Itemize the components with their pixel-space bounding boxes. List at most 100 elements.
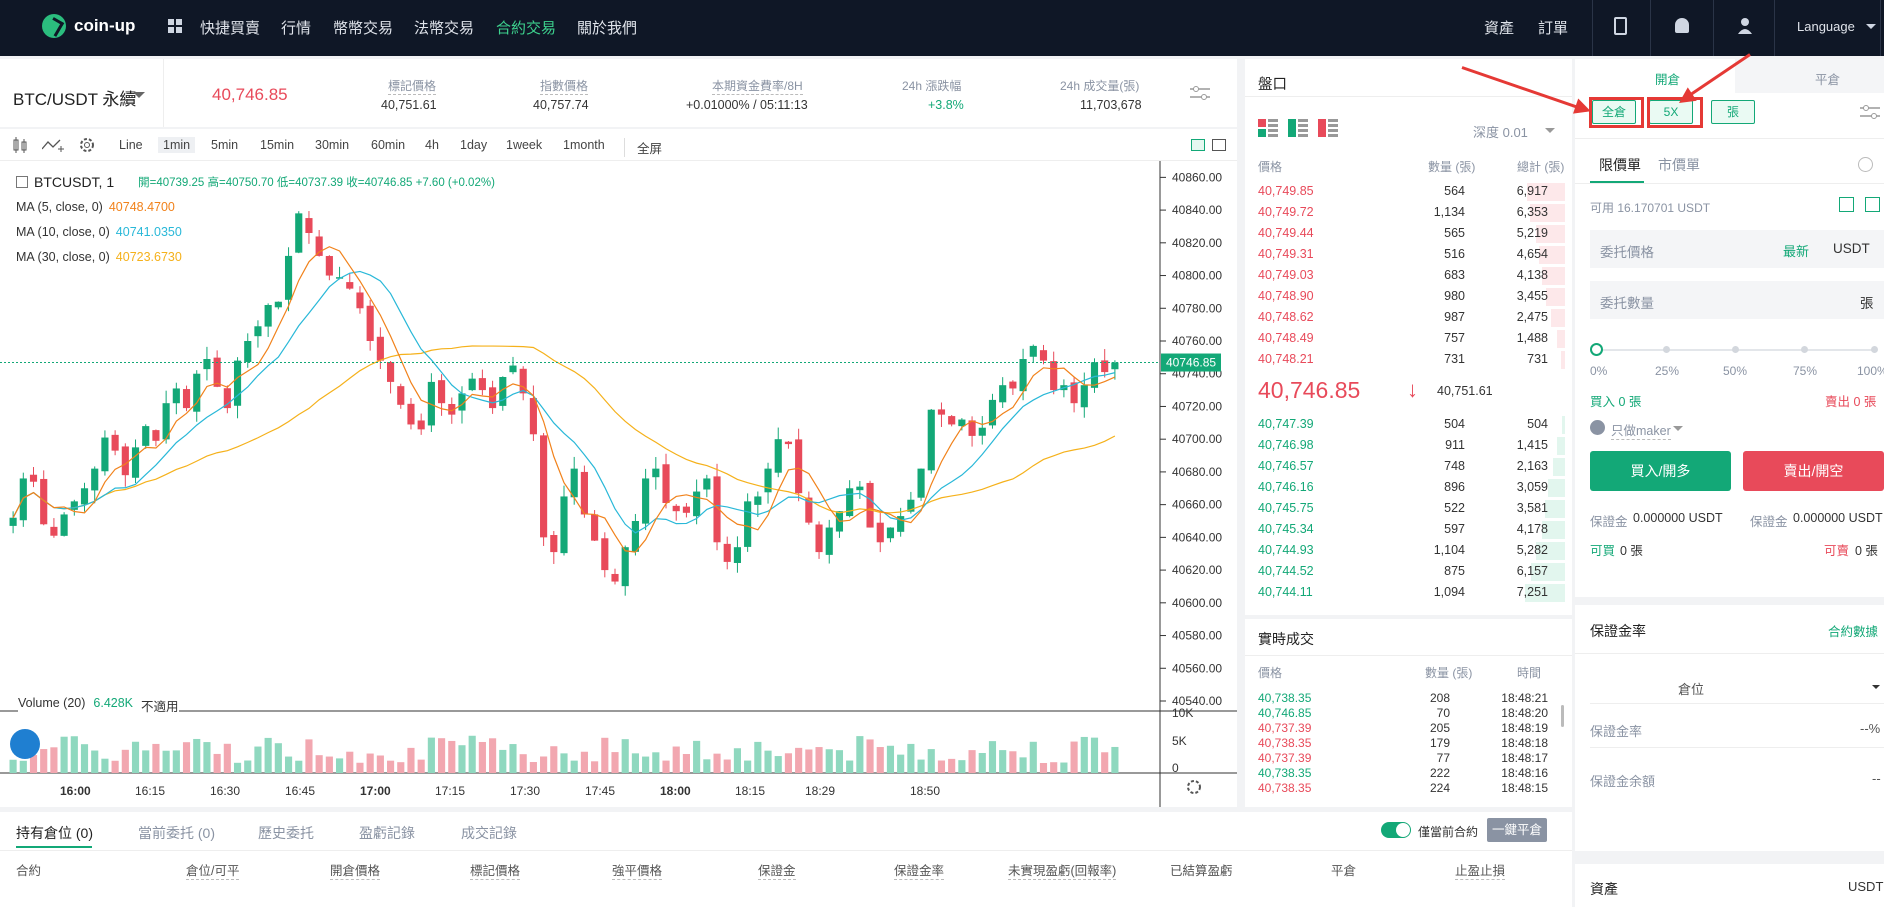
brand-logo[interactable]: coin-up (42, 14, 135, 38)
settings-sliders-icon[interactable] (1190, 85, 1210, 101)
position-select[interactable]: 倉位 (1678, 682, 1705, 697)
pair-selector[interactable]: BTC/USDT 永續 (13, 90, 137, 109)
depth-select[interactable]: 深度 0.01 (1473, 125, 1528, 140)
book-both-icon[interactable] (1258, 119, 1278, 137)
nav-fiat[interactable]: 法幣交易 (414, 20, 475, 37)
user-icon[interactable] (1737, 17, 1753, 35)
settings-sliders-icon[interactable] (1860, 104, 1880, 120)
scrollbar[interactable] (1561, 705, 1564, 727)
info-icon[interactable] (1858, 157, 1873, 172)
bid-row[interactable]: 40,746.98 911 1,415 (1245, 435, 1565, 456)
bid-row[interactable]: 40,747.39 504 504 (1245, 414, 1565, 435)
bid-row[interactable]: 40,746.57 748 2,163 (1245, 456, 1565, 477)
bid-row[interactable]: 40,745.34 597 4,178 (1245, 519, 1565, 540)
total: 3,059 (1516, 480, 1548, 494)
gear-icon[interactable] (78, 136, 96, 154)
bell-icon[interactable] (1675, 18, 1689, 33)
interval-1day[interactable]: 1day (460, 138, 488, 152)
tradingview-logo-icon[interactable] (10, 729, 40, 759)
buy-long-button[interactable]: 買入/開多 (1590, 451, 1731, 491)
total: 504 (1527, 417, 1548, 431)
nav-orders[interactable]: 訂單 (1538, 20, 1569, 37)
depth-mode-icon[interactable] (1212, 139, 1226, 151)
ask-row[interactable]: 40,748.90 980 3,455 (1245, 286, 1565, 307)
tab-close[interactable] (1735, 59, 1884, 93)
nav-quick-buy[interactable]: 快捷買賣 (200, 20, 261, 37)
bid-row[interactable]: 40,744.11 1,094 7,251 (1245, 582, 1565, 603)
transfer-icon[interactable] (1839, 197, 1854, 212)
ask-row[interactable]: 40,749.03 683 4,138 (1245, 265, 1565, 286)
price-chart[interactable]: 40860.00 40840.00 40820.00 40800.00 40780.00… (0, 161, 1237, 807)
tab-open[interactable] (1575, 59, 1735, 93)
nav-contract[interactable]: 合約交易 (496, 20, 557, 37)
fullscreen-button[interactable]: 全屏 (624, 138, 662, 157)
bid-row[interactable]: 40,746.16 896 3,059 (1245, 477, 1565, 498)
quantity-input[interactable]: 委托數量 張 (1590, 281, 1884, 319)
unit-button[interactable]: 張 (1711, 100, 1755, 124)
book-asks-icon[interactable] (1318, 119, 1338, 137)
ask-row[interactable]: 40,749.31 516 4,654 (1245, 244, 1565, 265)
candle-body (560, 496, 568, 554)
interval-1month[interactable]: 1month (563, 138, 605, 152)
bid-row[interactable]: 40,744.52 875 6,157 (1245, 561, 1565, 582)
chart-mode-icon[interactable] (1191, 139, 1205, 151)
only-current-label: 僅當前合約 (1418, 825, 1479, 839)
gear-icon[interactable] (1187, 780, 1201, 794)
latest-price-link[interactable]: 最新 (1783, 244, 1810, 259)
interval-5min[interactable]: 5min (211, 138, 239, 152)
interval-15min[interactable]: 15min (260, 138, 295, 152)
margin-mode-button[interactable]: 全倉 (1592, 100, 1636, 124)
quantity: 683 (1444, 268, 1465, 282)
candle-body (244, 341, 252, 363)
interval-1week[interactable]: 1week (506, 138, 543, 152)
tab-limit-order[interactable]: 限價單 (1599, 157, 1641, 173)
close-all-button[interactable]: 一鍵平倉 (1487, 818, 1547, 842)
book-bids-icon[interactable] (1288, 119, 1308, 137)
maker-only-toggle[interactable]: 只做maker (1611, 420, 1671, 440)
slider-handle[interactable] (1590, 343, 1603, 356)
ask-row[interactable]: 40,748.49 757 1,488 (1245, 328, 1565, 349)
interval-4h[interactable]: 4h (425, 138, 439, 152)
price: 40,749.31 (1258, 247, 1314, 261)
bid-row[interactable]: 40,745.75 522 3,581 (1245, 498, 1565, 519)
apps-grid-icon[interactable] (168, 19, 182, 33)
ask-row[interactable]: 40,749.85 564 6,917 (1245, 181, 1565, 202)
contract-data-link[interactable]: 合約數據 (1828, 625, 1879, 639)
nav-spot[interactable]: 幣幣交易 (333, 20, 394, 37)
calculator-icon[interactable] (1865, 197, 1880, 212)
bid-row[interactable]: 40,744.93 1,104 5,282 (1245, 540, 1565, 561)
candle-body (325, 256, 333, 276)
sell-short-button[interactable]: 賣出/開空 (1743, 451, 1884, 491)
candle-body (376, 336, 384, 361)
interval-30min[interactable]: 30min (315, 138, 350, 152)
collapse-icon[interactable] (16, 176, 28, 188)
ask-row[interactable]: 40,748.62 987 2,475 (1245, 307, 1565, 328)
positions-tab[interactable]: 當前委托 (0) (138, 825, 215, 841)
download-icon[interactable] (1614, 17, 1627, 35)
nav-about[interactable]: 關於我們 (577, 20, 638, 37)
indicator-icon[interactable] (41, 137, 64, 153)
check-icon[interactable] (1590, 420, 1605, 435)
interval-60min[interactable]: 60min (371, 138, 406, 152)
interval-Line[interactable]: Line (119, 138, 143, 152)
price-input[interactable]: 委托價格 最新 USDT (1590, 230, 1884, 268)
nav-assets[interactable]: 資產 (1484, 20, 1515, 37)
leverage-button[interactable]: 5X (1649, 100, 1693, 124)
candle-body (1080, 385, 1088, 408)
column-header: 強平價格 (612, 860, 663, 880)
ask-row[interactable]: 40,748.21 731 731 (1245, 349, 1565, 370)
language-select[interactable]: Language (1797, 19, 1855, 34)
candle-body (733, 547, 742, 563)
candle-body (1039, 350, 1048, 361)
positions-tab[interactable]: 盈虧記錄 (359, 825, 415, 841)
positions-tab[interactable]: 歷史委托 (258, 825, 314, 841)
positions-tab[interactable]: 持有倉位 (0) (16, 825, 93, 841)
positions-tab[interactable]: 成交記錄 (461, 825, 517, 841)
volume-bar (346, 751, 354, 773)
ask-row[interactable]: 40,749.44 565 5,219 (1245, 223, 1565, 244)
ask-row[interactable]: 40,749.72 1,134 6,353 (1245, 202, 1565, 223)
tab-market-order[interactable]: 市價單 (1658, 157, 1700, 173)
interval-1min[interactable]: 1min (158, 137, 196, 153)
nav-markets[interactable]: 行情 (281, 20, 312, 37)
candle-type-icon[interactable] (12, 137, 28, 153)
